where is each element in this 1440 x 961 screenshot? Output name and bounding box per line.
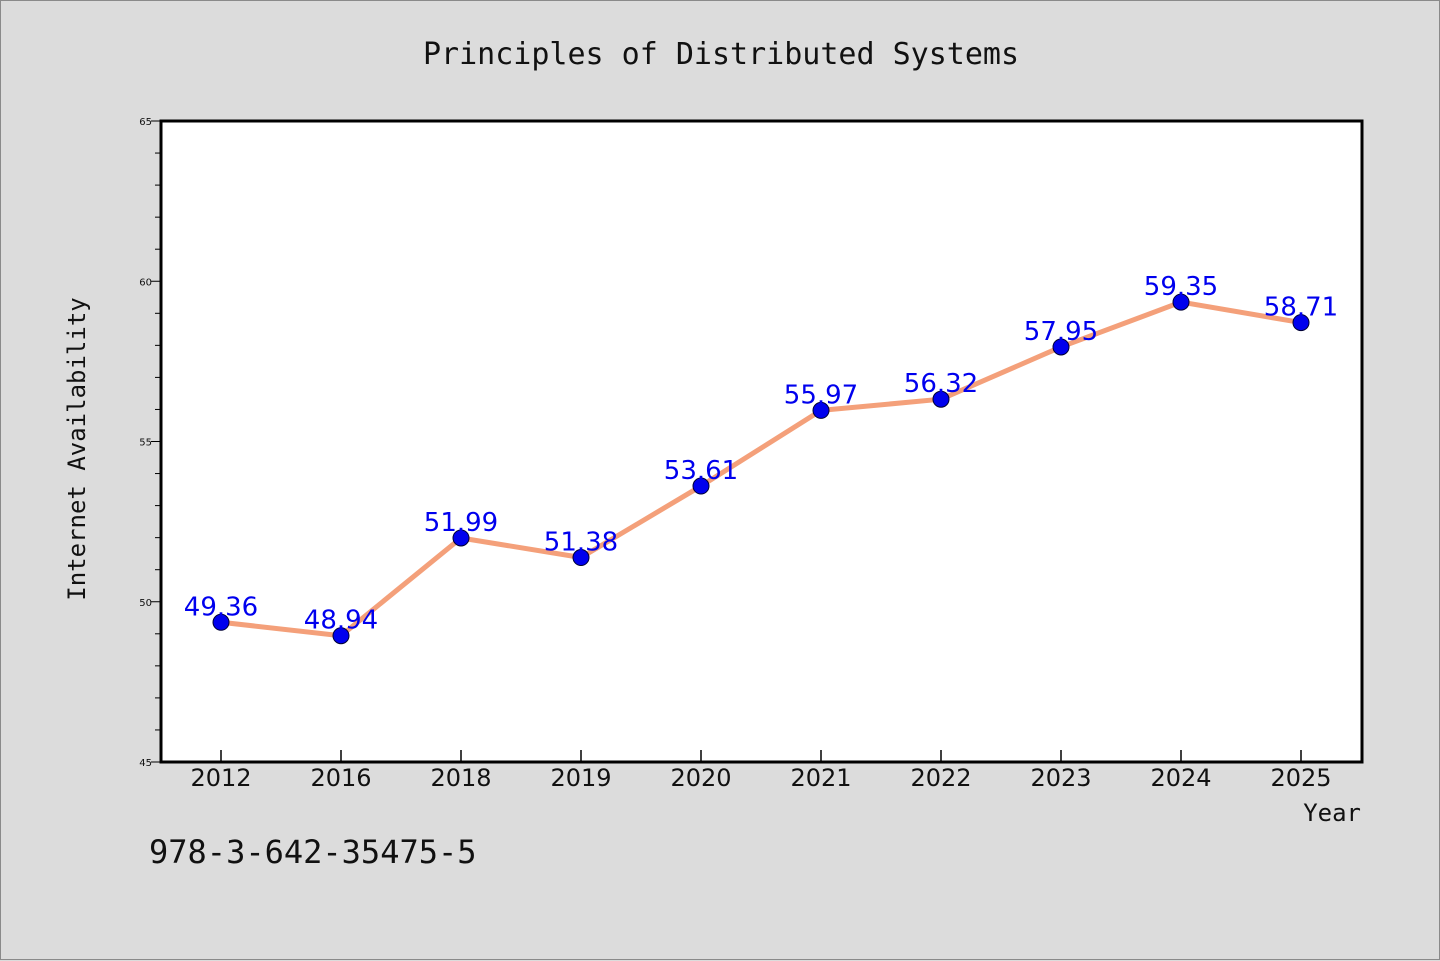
x-tick-label: 2023 — [1030, 764, 1091, 792]
y-tick-label: 55 — [139, 438, 152, 449]
x-tick-label: 2019 — [550, 764, 611, 792]
data-label: 51.38 — [544, 528, 618, 558]
y-tick-label: 50 — [139, 598, 152, 609]
x-tick-label: 2012 — [190, 764, 251, 792]
data-label-layer: 49.36 48.94 51.99 51.38 53.61 55.97 56.32 57.95… — [184, 272, 1338, 636]
data-point — [812, 401, 830, 419]
chart-title: Principles of Distributed Systems — [423, 37, 1019, 72]
y-tick-label: 60 — [139, 277, 152, 288]
data-point — [1172, 293, 1190, 311]
y-tick-label: 65 — [139, 117, 152, 128]
x-tick-label: 2022 — [910, 764, 971, 792]
marker-layer — [212, 293, 1310, 645]
data-label: 49.36 — [184, 592, 258, 622]
data-point — [452, 529, 470, 547]
data-label: 58.71 — [1264, 293, 1338, 323]
data-point — [692, 477, 710, 495]
x-tick-label: 2018 — [430, 764, 491, 792]
x-axis-ticks: 2012 2016 2018 2019 2020 2021 2022 2023 2024 2025 — [190, 750, 1332, 792]
data-label: 57.95 — [1024, 317, 1098, 347]
data-point — [932, 390, 950, 408]
x-tick-label: 2025 — [1270, 764, 1331, 792]
data-point — [1052, 338, 1070, 356]
data-label: 53.61 — [664, 456, 738, 486]
data-label: 59.35 — [1144, 272, 1218, 302]
series-line — [218, 299, 1304, 639]
data-label: 48.94 — [304, 606, 378, 636]
y-tick-label: 45 — [139, 758, 152, 769]
isbn-text: 978-3-642-35475-5 — [149, 833, 477, 871]
data-point — [1292, 314, 1310, 332]
x-tick-label: 2021 — [790, 764, 851, 792]
x-tick-label: 2024 — [1150, 764, 1211, 792]
data-point — [572, 549, 590, 567]
y-axis-label: Internet Availability — [63, 297, 91, 600]
data-point — [212, 613, 230, 631]
data-point — [332, 627, 350, 645]
data-label: 55.97 — [784, 380, 858, 410]
data-label: 56.32 — [904, 369, 978, 399]
y-axis-ticks: 45 50 55 60 65 — [139, 117, 161, 769]
x-axis-label: Year — [1303, 799, 1361, 827]
x-tick-label: 2016 — [310, 764, 371, 792]
series-layer — [218, 299, 1304, 639]
data-label: 51.99 — [424, 508, 498, 538]
x-tick-label: 2020 — [670, 764, 731, 792]
plot-area — [159, 119, 1364, 764]
